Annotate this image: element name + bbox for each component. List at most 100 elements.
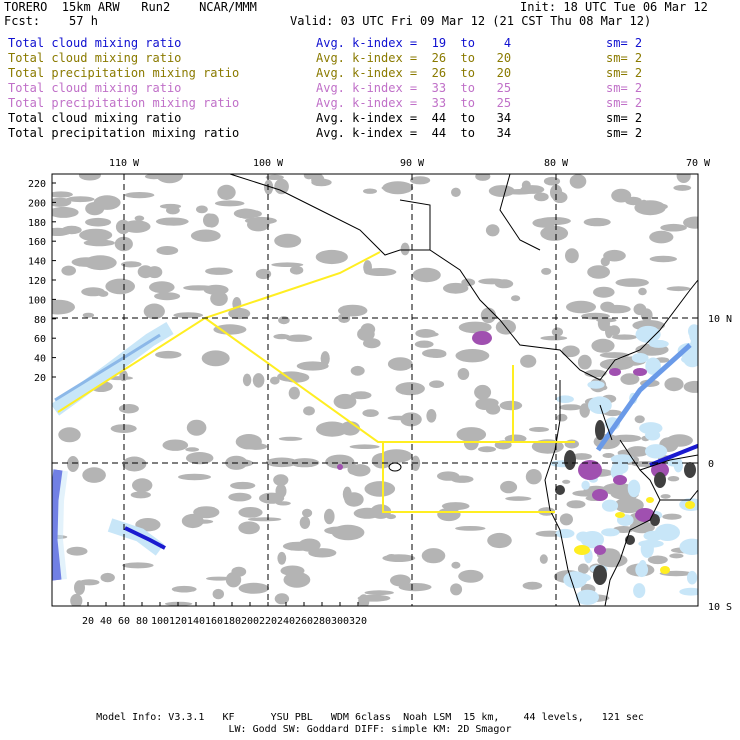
legend-sm-7: sm= 2 <box>606 126 643 140</box>
cloud-patch <box>303 406 315 416</box>
cloud-patch <box>52 299 75 315</box>
cloud-patch <box>265 174 284 180</box>
lat-label: 10 N <box>708 314 732 325</box>
cloud-patch <box>74 580 85 595</box>
cloud-patch <box>325 454 355 469</box>
cloud-band-blue <box>124 526 166 550</box>
legend-name-5: Total precipitation mixing ratio <box>8 96 240 110</box>
cloud-patch-light <box>563 571 588 589</box>
precip-patch <box>578 460 602 480</box>
cloud-patch <box>566 300 596 314</box>
cloud-patch <box>149 281 175 294</box>
cloud-patch <box>331 524 365 541</box>
legend-sm-2: sm= 2 <box>606 51 643 65</box>
cloud-patch <box>333 393 357 410</box>
cloud-patch <box>669 553 684 559</box>
cloud-patch <box>412 267 441 283</box>
cloud-patch <box>559 513 574 526</box>
cloud-patch-light <box>610 454 634 464</box>
cloud-patch <box>485 224 500 237</box>
cloud-patch <box>213 324 247 335</box>
cloud-patch <box>683 216 698 229</box>
cloud-patch <box>478 278 506 285</box>
cloud-patch-light <box>627 479 641 498</box>
cloud-patch <box>587 265 610 279</box>
cloud-band-blue <box>595 343 692 452</box>
forecast-hour: Fcst: 57 h <box>4 14 98 28</box>
cloud-patch <box>52 197 72 207</box>
cloud-patch <box>186 452 214 465</box>
cloud-band-blue <box>649 443 698 467</box>
cloud-patch <box>364 268 397 276</box>
cloud-patch <box>550 184 563 201</box>
cloud-patch <box>255 268 272 280</box>
cloud-patch <box>146 266 163 279</box>
analysis-boundary <box>57 251 381 413</box>
coastline <box>229 174 698 381</box>
cloud-patch <box>164 601 193 606</box>
cloud-patch <box>244 216 277 225</box>
cloud-patch <box>571 453 592 460</box>
cloud-patch-light <box>683 350 698 368</box>
precip-patch <box>337 464 343 470</box>
cloud-patch <box>357 594 391 602</box>
cloud-patch <box>342 486 352 502</box>
cloud-patch-light <box>576 531 590 542</box>
cloud-patch <box>225 572 242 588</box>
model-info-line2: LW: Godd SW: Goddard DIFF: simple KM: 2D… <box>228 724 512 735</box>
y-tick-label: 80 <box>34 315 46 326</box>
x-tick-label: 160 <box>205 616 223 627</box>
cloud-patch <box>429 380 445 389</box>
coastline <box>499 174 541 251</box>
cloud-patch <box>577 563 589 575</box>
cloud-patch-light <box>635 325 661 343</box>
legend-kindex-2: Avg. k-index = 26 to 20 <box>316 51 512 65</box>
cloud-patch-light <box>581 480 590 490</box>
cloud-patch <box>591 338 615 353</box>
cloud-patch <box>122 562 154 569</box>
cloud-patch <box>562 479 571 484</box>
cloud-patch <box>387 357 413 371</box>
cloud-patch <box>625 196 642 206</box>
cloud-patch <box>296 361 329 371</box>
legend-sm-3: sm= 2 <box>606 66 643 80</box>
heavy-cloud-patch <box>595 420 605 440</box>
cloud-patch <box>395 382 425 396</box>
cloud-patch <box>441 502 470 511</box>
cloud-patch <box>362 409 379 417</box>
x-tick-label: 300 <box>331 616 349 627</box>
precip-patch <box>635 508 655 522</box>
cloud-patch <box>455 526 486 531</box>
cloud-patch <box>458 569 484 583</box>
cloud-patch <box>480 307 496 324</box>
cloud-patch <box>201 350 230 367</box>
cloud-patch <box>340 421 361 436</box>
heavy-cloud-patch <box>650 514 660 526</box>
lon-label: 100 W <box>253 158 284 169</box>
coastline <box>599 404 613 441</box>
cloud-patch <box>532 218 557 228</box>
cloud-patch <box>203 213 215 228</box>
cloud-patch <box>93 195 121 210</box>
cloud-patch <box>66 196 95 203</box>
cloud-patch <box>70 593 83 606</box>
cloud-patch <box>474 384 492 400</box>
field-layer <box>52 174 698 606</box>
legend-kindex-6: Avg. k-index = 44 to 34 <box>316 111 512 125</box>
cloud-patch <box>324 508 335 525</box>
cloud-patch <box>357 327 375 342</box>
cloud-patch <box>61 265 76 276</box>
cloud-patch <box>673 184 692 191</box>
cloud-patch <box>350 391 372 400</box>
cloud-patch <box>380 449 413 463</box>
y-tick-label: 160 <box>28 237 46 248</box>
cloud-patch <box>122 456 147 472</box>
legend-name-7: Total precipitation mixing ratio <box>8 126 240 140</box>
cloud-patch <box>264 179 274 195</box>
cloud-patch <box>614 497 644 514</box>
cloud-patch <box>196 205 208 214</box>
cloud-patch <box>302 508 313 518</box>
cloud-patch <box>666 434 693 447</box>
x-tick-label: 100 <box>151 616 169 627</box>
